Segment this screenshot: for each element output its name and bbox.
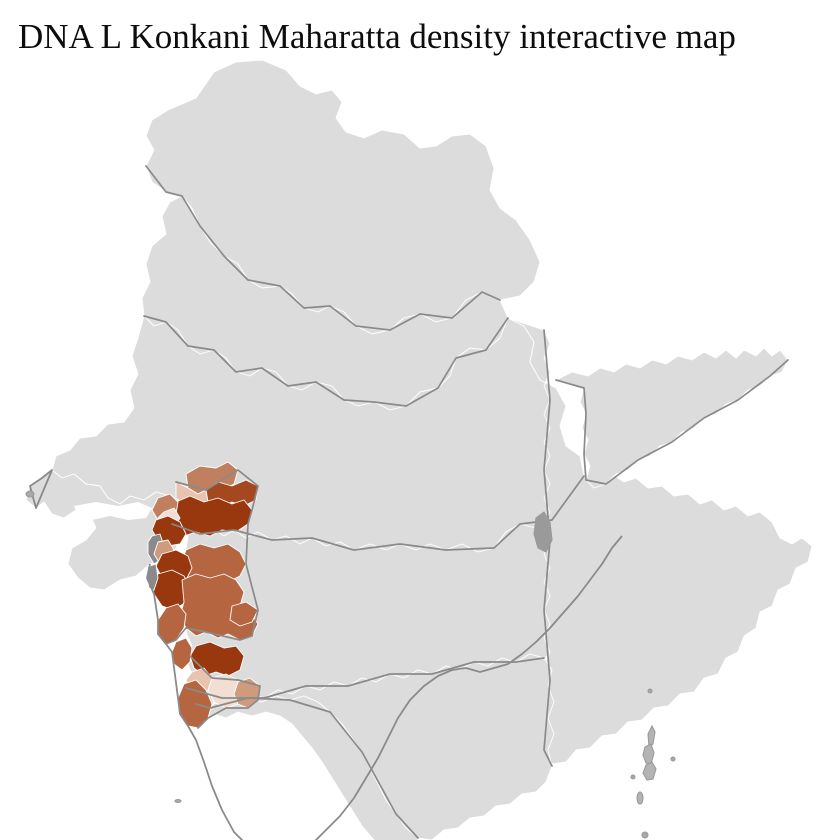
coast-east-odisha-bengal (507, 535, 623, 665)
page-title: DNA L Konkani Maharatta density interact… (18, 17, 736, 56)
district-region-northeast[interactable] (555, 347, 789, 489)
state-border-north (145, 165, 501, 331)
india-choropleth-map[interactable] (0, 50, 817, 840)
islands-group (25, 490, 676, 839)
state-border-east (543, 329, 553, 767)
district-region-east-india[interactable] (507, 317, 813, 765)
highlighted-districts-group[interactable] (146, 461, 261, 729)
district-region-saurashtra-kutch[interactable] (25, 469, 181, 591)
coast-west (29, 469, 53, 509)
district-solapur[interactable] (229, 601, 259, 627)
state-border-south-kerala-tn (195, 697, 419, 839)
region-sundarbans-delta[interactable] (533, 511, 553, 553)
state-borders-group (143, 165, 789, 839)
island-kutch-west[interactable] (25, 490, 35, 498)
coast-konkan-malabar (146, 563, 325, 840)
island-south-andaman[interactable] (642, 761, 657, 781)
island-dot-north (647, 688, 653, 694)
state-border-mp-deccan (185, 657, 545, 699)
coast-east-tamilnadu (323, 663, 509, 833)
island-middle-andaman[interactable] (642, 743, 655, 765)
base-landmass-group (25, 59, 813, 840)
island-lakshadweep-north[interactable] (174, 798, 182, 804)
state-border-northeast-corridor (555, 359, 789, 485)
district-region-south-tip[interactable] (195, 695, 419, 840)
coastline-group (29, 469, 623, 840)
map-svg[interactable] (0, 50, 817, 840)
district-kolhapur[interactable] (189, 641, 245, 677)
state-border-karnataka (189, 655, 261, 729)
island-dot-west (630, 774, 636, 780)
island-little-andaman[interactable] (636, 791, 644, 805)
gulf-of-kutch (74, 502, 152, 520)
island-car-nicobar[interactable] (641, 831, 649, 839)
island-dot-east (670, 756, 676, 762)
state-border-maharashtra-outline (157, 469, 259, 645)
state-border-gujarat-mp (171, 475, 585, 551)
state-border-punjab-rajasthan (143, 315, 509, 407)
